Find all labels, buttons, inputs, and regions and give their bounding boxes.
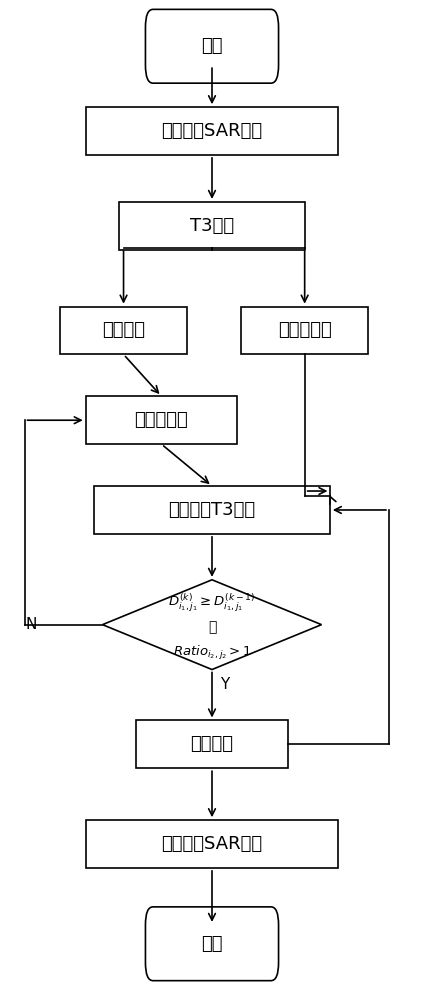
Text: Y: Y — [220, 677, 229, 692]
Text: 全变差更新: 全变差更新 — [134, 411, 188, 429]
Text: 开始: 开始 — [201, 37, 223, 55]
Text: T3矩阵: T3矩阵 — [190, 217, 234, 235]
FancyBboxPatch shape — [242, 307, 368, 354]
Text: $Ratio_{i_2,j_2} > 1$: $Ratio_{i_2,j_2} > 1$ — [173, 644, 251, 662]
Text: N: N — [25, 617, 36, 632]
FancyBboxPatch shape — [136, 720, 288, 768]
FancyBboxPatch shape — [94, 486, 330, 534]
Polygon shape — [103, 580, 321, 670]
FancyBboxPatch shape — [119, 202, 305, 250]
Text: 结束: 结束 — [201, 935, 223, 953]
Text: $D_{i_1,j_1}^{(k)} \geq D_{i_1,j_1}^{(k-1)}$: $D_{i_1,j_1}^{(k)} \geq D_{i_1,j_1}^{(k-… — [168, 592, 256, 614]
Text: 对角元素: 对角元素 — [102, 321, 145, 339]
FancyBboxPatch shape — [145, 907, 279, 981]
FancyBboxPatch shape — [86, 820, 338, 868]
FancyBboxPatch shape — [60, 307, 187, 354]
Text: 非对角元素: 非对角元素 — [278, 321, 332, 339]
Text: 输出极化SAR影像: 输出极化SAR影像 — [162, 835, 262, 853]
Text: 组合新的T3矩阵: 组合新的T3矩阵 — [168, 501, 256, 519]
FancyBboxPatch shape — [145, 9, 279, 83]
Text: 保留元素: 保留元素 — [190, 735, 234, 753]
FancyBboxPatch shape — [86, 107, 338, 155]
Text: 和: 和 — [208, 621, 216, 635]
FancyBboxPatch shape — [86, 396, 237, 444]
Text: 输入极化SAR影像: 输入极化SAR影像 — [162, 122, 262, 140]
